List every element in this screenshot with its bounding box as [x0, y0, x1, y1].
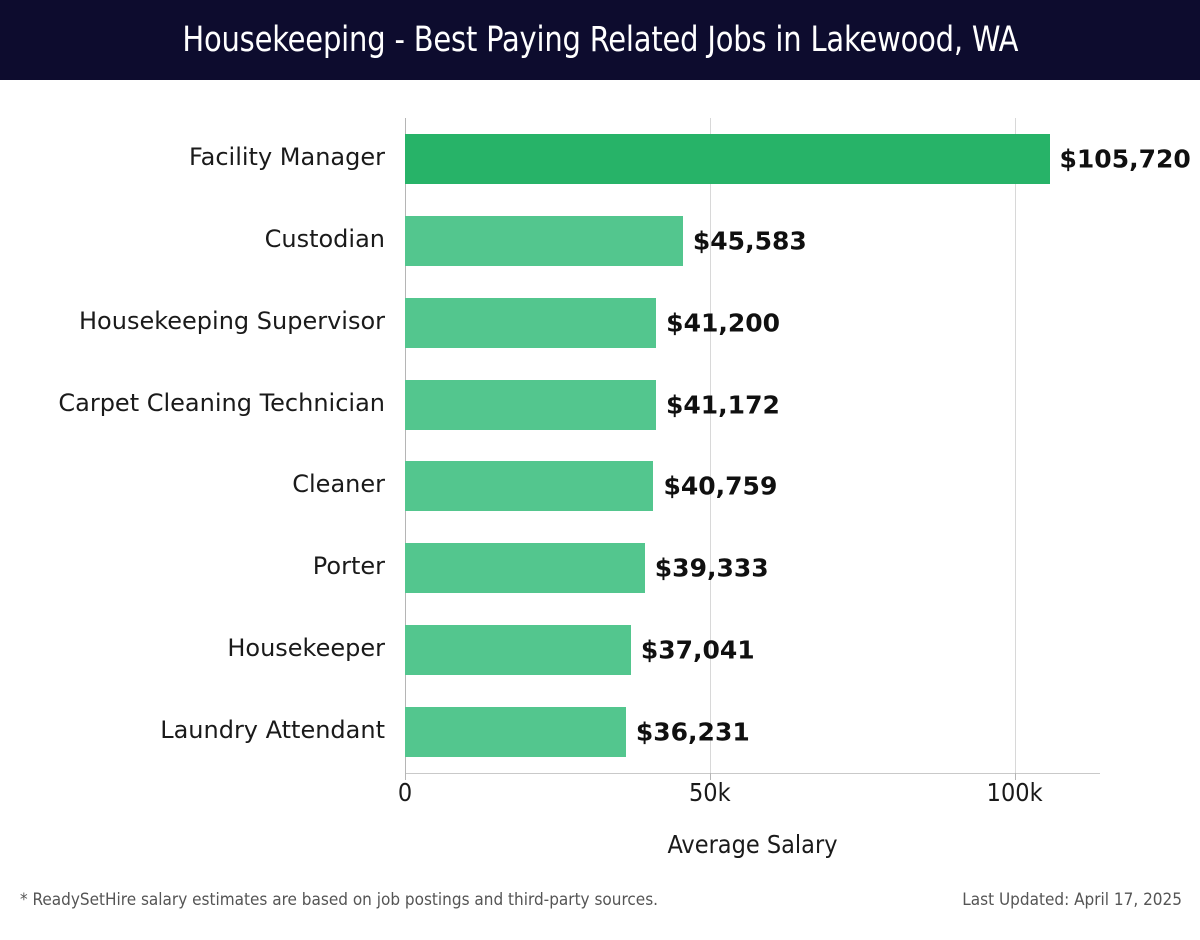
x-tick-label: 100k — [986, 778, 1043, 807]
bar[interactable] — [405, 625, 631, 676]
bar[interactable] — [405, 707, 626, 758]
bar-row[interactable]: $36,231 — [405, 707, 1100, 758]
x-tick-mark — [709, 773, 711, 780]
x-tick-label: 50k — [688, 778, 731, 807]
category-label: Carpet Cleaning Technician — [58, 388, 385, 417]
bar-row[interactable]: $37,041 — [405, 625, 1100, 676]
bar[interactable] — [405, 133, 1050, 184]
x-tick-label: 0 — [397, 778, 413, 807]
bar-value-label: $37,041 — [640, 635, 755, 665]
bar[interactable] — [405, 379, 656, 430]
bar[interactable] — [405, 543, 645, 594]
x-axis-line — [405, 773, 1100, 774]
bar[interactable] — [405, 461, 654, 512]
category-label: Custodian — [264, 224, 385, 253]
bar-value-label: $36,231 — [635, 717, 750, 747]
bar[interactable] — [405, 215, 683, 266]
bar-value-label: $105,720 — [1059, 144, 1191, 174]
bar-value-label: $41,172 — [666, 390, 780, 420]
footer-last-updated: Last Updated: April 17, 2025 — [962, 890, 1182, 910]
bar-row[interactable]: $41,172 — [405, 379, 1100, 430]
category-label: Laundry Attendant — [160, 716, 385, 745]
bar[interactable] — [405, 297, 657, 348]
bar-value-label: $45,583 — [692, 226, 807, 256]
bar-row[interactable]: $40,759 — [405, 461, 1100, 512]
category-label: Housekeeping Supervisor — [79, 306, 385, 335]
y-axis-line — [405, 118, 406, 774]
gridline-50k — [709, 118, 711, 773]
bar-row[interactable]: $105,720 — [405, 133, 1191, 184]
footer-disclaimer: * ReadySetHire salary estimates are base… — [20, 890, 659, 910]
category-label: Porter — [312, 552, 385, 581]
gridline-100k — [1014, 118, 1016, 773]
category-label: Facility Manager — [189, 142, 385, 171]
bars-group: $105,720 $45,583 $41,200 $41,172 $40,759 $39,… — [405, 118, 1191, 773]
bar-row[interactable]: $39,333 — [405, 543, 1100, 594]
bar-row[interactable]: $41,200 — [405, 297, 1100, 348]
category-label: Housekeeper — [227, 634, 385, 663]
plot-area: $105,720 $45,583 $41,200 $41,172 $40,759 $39,… — [405, 118, 1191, 780]
bar-value-label: $40,759 — [663, 471, 778, 501]
chart-header-bar: Housekeeping - Best Paying Related Jobs … — [0, 0, 1200, 80]
x-tick-mark — [1014, 773, 1016, 780]
bar-row[interactable]: $45,583 — [405, 215, 1100, 266]
x-axis-title: Average Salary — [667, 830, 838, 859]
page-title: Housekeeping - Best Paying Related Jobs … — [182, 20, 1018, 60]
category-label: Cleaner — [292, 470, 385, 499]
bar-value-label: $41,200 — [666, 308, 781, 338]
x-tick-mark — [405, 773, 406, 780]
bar-value-label: $39,333 — [654, 553, 769, 583]
bar-chart: $105,720 $45,583 $41,200 $41,172 $40,759 $39,… — [0, 80, 1200, 880]
chart-footer: * ReadySetHire salary estimates are base… — [0, 890, 1200, 940]
